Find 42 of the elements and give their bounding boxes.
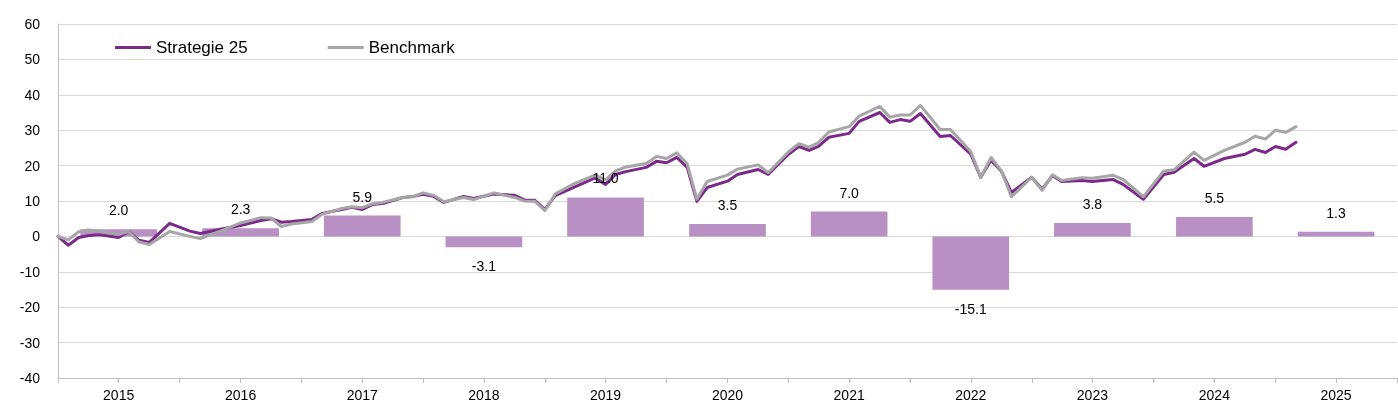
bar (445, 236, 523, 248)
data-label: 2.3 (230, 201, 251, 218)
bar (567, 197, 644, 237)
x-tick-label: 2018 (468, 387, 500, 403)
bar (810, 211, 888, 237)
y-tick-label: 50 (24, 51, 41, 68)
y-tick-label: -20 (19, 299, 41, 316)
y-tick-label: 40 (24, 86, 41, 103)
y-tick-label: -40 (19, 370, 41, 386)
x-tick-label: 2021 (833, 387, 865, 403)
x-tick-label: 2025 (1320, 387, 1352, 403)
data-label: 7.0 (839, 184, 860, 201)
x-tick-label: 2020 (711, 387, 744, 403)
x-tick-label: 2017 (346, 387, 379, 403)
data-label: 3.5 (717, 197, 738, 214)
bar (1176, 216, 1253, 237)
y-tick-label: -10 (19, 263, 41, 280)
x-tick-label: 2022 (955, 387, 987, 403)
data-label: -3.1 (471, 258, 497, 275)
data-label: 2.0 (108, 202, 129, 219)
legend-label: Benchmark (368, 38, 456, 57)
x-tick-label: 2016 (225, 387, 257, 403)
legend-label: Strategie 25 (156, 38, 248, 57)
data-label: -15.1 (954, 300, 987, 317)
bar (1054, 222, 1131, 237)
bar (689, 224, 766, 237)
data-label: 5.5 (1204, 189, 1225, 206)
y-tick-label: 60 (24, 16, 41, 32)
x-tick-label: 2019 (589, 387, 622, 403)
y-tick-label: 10 (24, 193, 41, 209)
y-tick-label: -30 (19, 334, 41, 351)
data-label: 1.3 (1326, 204, 1346, 221)
y-tick-label: 30 (24, 122, 41, 139)
y-tick-label: 20 (24, 157, 41, 174)
x-tick-label: 2015 (103, 387, 135, 403)
data-label: 5.9 (352, 188, 373, 205)
x-tick-label: 2024 (1198, 387, 1231, 403)
y-tick-label: 0 (32, 228, 41, 245)
x-tick-label: 2023 (1076, 387, 1109, 403)
data-label: 3.8 (1082, 195, 1103, 212)
bar (932, 236, 1010, 290)
bar (323, 215, 401, 237)
